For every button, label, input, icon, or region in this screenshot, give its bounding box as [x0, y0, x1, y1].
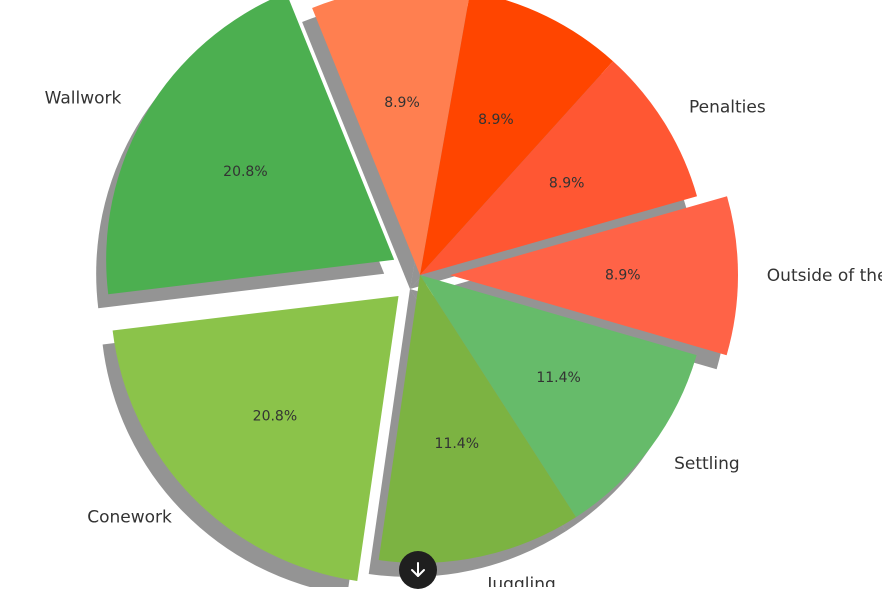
pie-slice-volleys: [312, 0, 469, 275]
scroll-down-button[interactable]: [399, 551, 437, 589]
percent-label-settling: 11.4%: [536, 370, 580, 386]
pie-slice-conework: [112, 295, 399, 581]
percent-labels: 8.9% 8.9% 8.9% 8.9% 11.4% 11.4% 20.8% 20.8%: [223, 95, 640, 452]
percent-label-penalties: 8.9%: [549, 176, 585, 192]
pie-slice-settling: [420, 275, 697, 518]
category-label-outside-of-the-box: Outside of the Box: [767, 266, 882, 286]
percent-label-outside-of-the-box: 8.9%: [605, 268, 641, 284]
pie-slice-juggling: [378, 275, 577, 564]
category-label-juggling: Juggling: [486, 575, 555, 587]
percent-label-wallwork: 20.8%: [223, 164, 267, 180]
category-label-settling: Settling: [674, 454, 740, 474]
pie-slice-slice-2: [420, 0, 614, 275]
category-labels: VolleysPenaltiesOutside of the BoxSettli…: [45, 89, 882, 587]
pie-slice-outside-of-the-box: [449, 196, 738, 356]
percent-label-volleys: 8.9%: [384, 95, 420, 111]
percent-label-conework: 20.8%: [253, 409, 297, 425]
category-label-conework: Conework: [87, 507, 172, 527]
pie-slices: [106, 0, 738, 581]
pie-slice-penalties: [420, 61, 698, 275]
pie-slice-wallwork: [106, 0, 395, 295]
arrow-down-icon: [411, 562, 425, 577]
percent-label-juggling: 11.4%: [435, 436, 479, 452]
category-label-penalties: Penalties: [689, 98, 766, 118]
percent-label-slice-2: 8.9%: [478, 112, 514, 128]
category-label-wallwork: Wallwork: [45, 89, 122, 109]
